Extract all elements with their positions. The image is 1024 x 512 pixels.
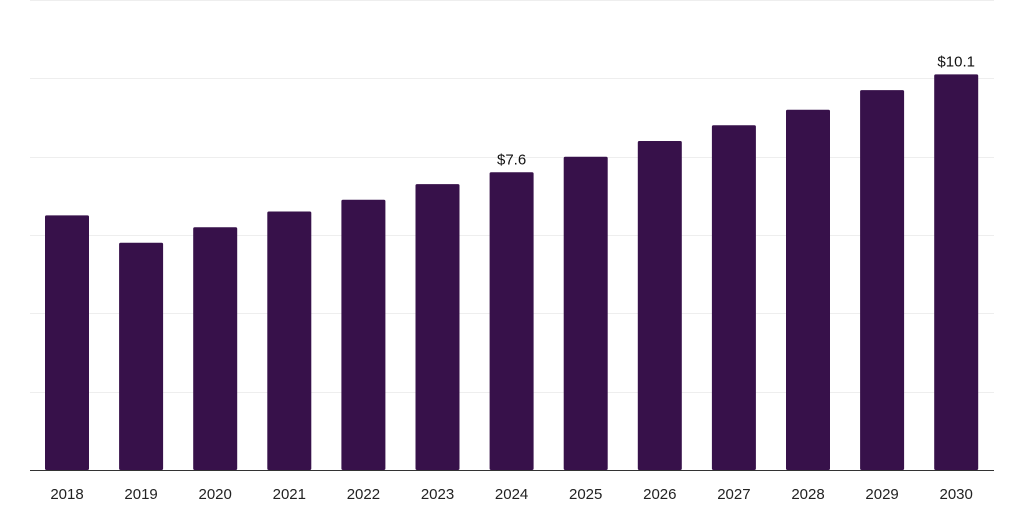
data-label-2030: $10.1 <box>937 53 975 70</box>
x-tick-label-2020: 2020 <box>199 486 232 503</box>
bar-2023 <box>415 184 460 470</box>
x-tick-label-2030: 2030 <box>940 486 973 503</box>
bar-2018 <box>45 215 89 470</box>
x-tick-label-2027: 2027 <box>717 486 750 503</box>
bar-2024 <box>489 172 534 471</box>
bar-2027 <box>711 125 756 471</box>
bar-2026 <box>637 141 682 470</box>
x-tick-label-2021: 2021 <box>273 486 306 503</box>
x-tick-label-2022: 2022 <box>347 486 380 503</box>
x-tick-label-2028: 2028 <box>791 486 824 503</box>
bar-2029 <box>860 90 905 470</box>
bar-2025 <box>563 156 608 470</box>
x-tick-label-2025: 2025 <box>569 486 602 503</box>
bar-2030 <box>934 74 979 471</box>
x-tick-labels: 2018 2019 2020 2021 2022 2023 2024 2025 2026 2027… <box>50 486 973 503</box>
data-labels: $7.6 $10.1 <box>497 53 975 168</box>
data-label-2024: $7.6 <box>497 151 526 168</box>
x-tick-label-2029: 2029 <box>865 486 898 503</box>
bar-2021 <box>267 211 312 470</box>
bar-2019 <box>119 242 164 470</box>
bar-2020 <box>193 227 238 470</box>
bars <box>45 74 979 471</box>
x-tick-label-2018: 2018 <box>50 486 83 503</box>
bar-2028 <box>786 109 830 470</box>
bar-2022 <box>341 199 386 470</box>
x-tick-label-2023: 2023 <box>421 486 454 503</box>
x-tick-label-2019: 2019 <box>124 486 157 503</box>
x-tick-label-2026: 2026 <box>643 486 676 503</box>
x-tick-label-2024: 2024 <box>495 486 528 503</box>
